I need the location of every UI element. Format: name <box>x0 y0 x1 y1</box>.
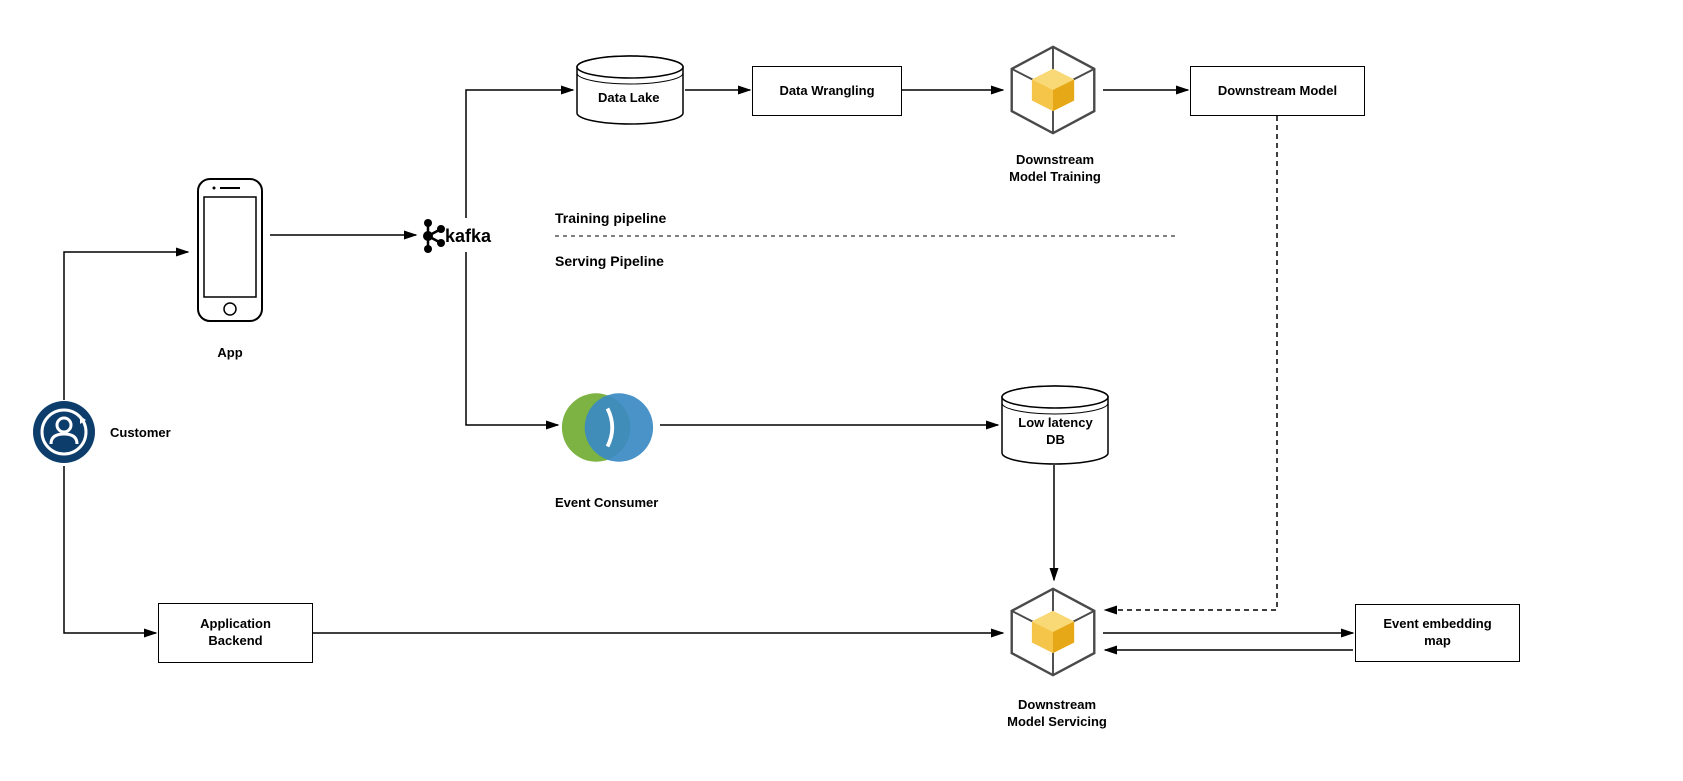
event-embedding-box: Event embeddingmap <box>1355 604 1520 662</box>
event-consumer-label: Event Consumer <box>555 495 658 512</box>
serving-pipeline-label: Serving Pipeline <box>555 253 664 269</box>
model-servicing-icon <box>1005 584 1101 685</box>
data-wrangling-label: Data Wrangling <box>779 83 874 100</box>
data-lake-label: Data Lake <box>598 90 659 107</box>
kafka-label: kafka <box>445 225 491 248</box>
low-latency-db-label: Low latencyDB <box>1018 415 1093 449</box>
app-backend-label: ApplicationBackend <box>200 616 271 650</box>
phone-icon <box>190 175 270 330</box>
architecture-diagram: Customer App kafka <box>0 0 1683 781</box>
connector-layer <box>0 0 1683 781</box>
downstream-model-box: Downstream Model <box>1190 66 1365 116</box>
downstream-model-label: Downstream Model <box>1218 83 1337 100</box>
data-wrangling-box: Data Wrangling <box>752 66 902 116</box>
kafka-icon <box>418 218 446 259</box>
model-training-label: DownstreamModel Training <box>1000 152 1110 186</box>
customer-label: Customer <box>110 425 171 442</box>
training-pipeline-label: Training pipeline <box>555 210 666 226</box>
event-consumer-icon <box>560 380 655 480</box>
app-label: App <box>205 345 255 362</box>
app-backend-box: ApplicationBackend <box>158 603 313 663</box>
model-servicing-label: DownstreamModel Servicing <box>997 697 1117 731</box>
event-embedding-label: Event embeddingmap <box>1383 616 1491 650</box>
model-training-icon <box>1005 42 1101 143</box>
customer-icon <box>32 400 96 469</box>
